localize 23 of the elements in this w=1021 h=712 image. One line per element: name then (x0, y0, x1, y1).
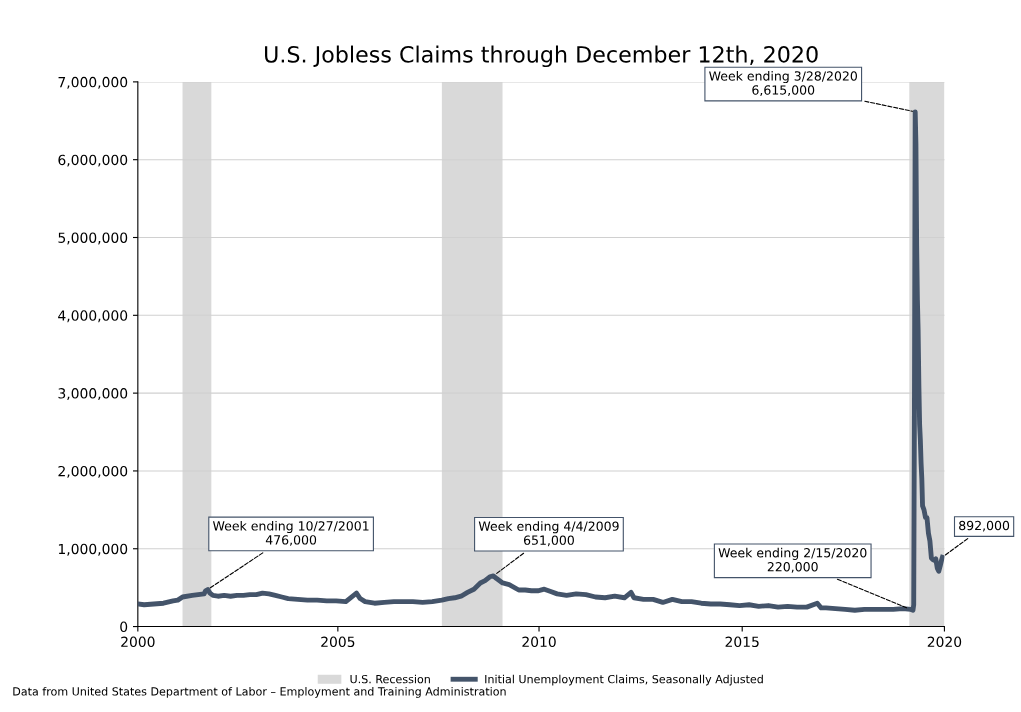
annotation: Week ending 3/28/2020 6,615,000 (709, 71, 857, 96)
annotation: 892,000 (959, 520, 1010, 532)
annotation: Week ending 10/27/2001 476,000 (212, 520, 369, 546)
line-series (137, 109, 945, 613)
annotation: Week ending 4/4/2009 651,000 (478, 521, 619, 547)
y-tick-label: 3,000,000 (58, 388, 128, 401)
x-tick-label: 2005 (321, 636, 355, 648)
chart-title: U.S. Jobless Claims through December 12th, 2020 (265, 45, 818, 68)
x-tick-label: 2000 (121, 636, 155, 648)
y-tick-label: 4,000,000 (58, 310, 128, 323)
text: Data from United States Department of Labor – Employment and Training Administration (13, 687, 506, 698)
y-tick-label: 2,000,000 (58, 465, 128, 478)
y-tick-label: 1,000,000 (58, 543, 128, 556)
x-tick-label: 2010 (522, 636, 556, 648)
x-tick-label: 2020 (927, 636, 962, 648)
legend-label: Initial Unemployment Claims, Seasonally Adjusted (485, 674, 763, 686)
y-tick-label: 6,000,000 (58, 154, 128, 167)
y-tick-label: 0 (120, 621, 128, 633)
y-tick-label: 7,000,000 (58, 76, 128, 89)
annotation: Week ending 2/15/2020 220,000 (718, 547, 867, 573)
y-tick-label: 5,000,000 (58, 232, 128, 245)
legend-label: U.S. Recession (350, 674, 430, 684)
x-tick-label: 2015 (725, 636, 759, 648)
